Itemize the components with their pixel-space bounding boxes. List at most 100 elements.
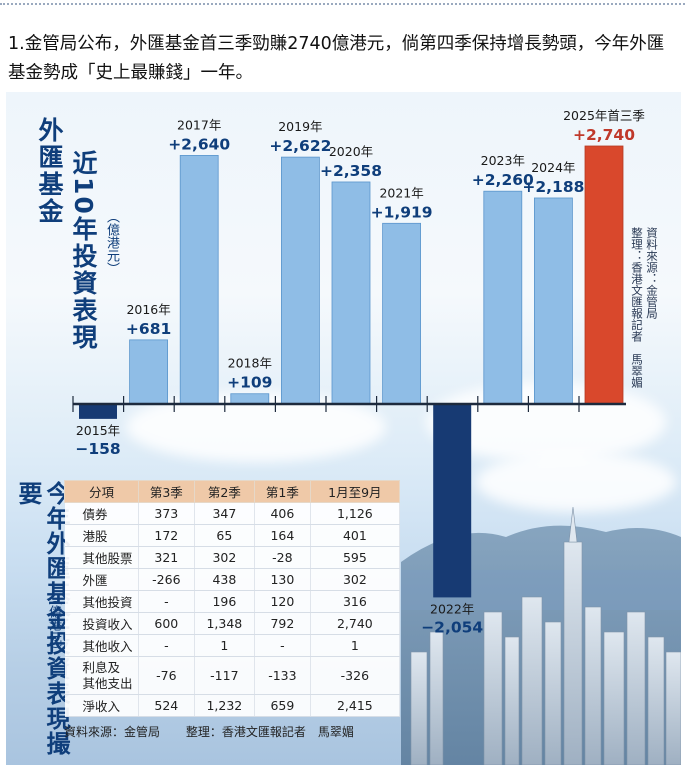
value-label-8: +2,260 <box>472 171 534 189</box>
table-row: 其他收入 -1-1 <box>64 634 401 657</box>
table-cell: 2,740 <box>310 612 401 635</box>
chart-unit: （億港元） <box>104 210 119 275</box>
table-row-label: 其他收入 <box>64 634 139 657</box>
bar-9 <box>534 197 573 405</box>
category-label-5: 2020年 <box>329 144 373 159</box>
table-footer: 資料來源：金管局 整理：香港文匯報記者 馬翠媚 <box>64 723 376 740</box>
table-cell: 1,126 <box>310 502 401 525</box>
table-cell: 373 <box>138 502 195 525</box>
table-cell: 302 <box>310 568 401 591</box>
bar-10 <box>584 145 624 405</box>
value-label-0: −158 <box>75 440 120 458</box>
chart-source-note: 資料來源：金管局 整理：香港文匯報記者 馬翠媚 <box>629 227 659 388</box>
table-cell: 130 <box>254 568 311 591</box>
value-label-3: +109 <box>227 374 272 392</box>
chart-source: 資料來源：金管局 <box>645 227 659 319</box>
table-row: 債券 373 347 406 1,126 <box>64 502 401 525</box>
cloud-decoration <box>476 452 676 512</box>
table-cell: 65 <box>194 524 256 547</box>
table-cell: 1 <box>194 634 256 657</box>
table-cell: 347 <box>194 502 256 525</box>
table-cell: 120 <box>254 590 311 613</box>
table-header-row: 分項 第3季 第2季 第1季 1月至9月 <box>64 480 401 503</box>
chart-editor: 整理：香港文匯報記者 馬翠媚 <box>630 227 644 388</box>
table-row: 外匯 -266 438 130 302 <box>64 568 401 591</box>
table-header-cell: 第3季 <box>138 480 195 503</box>
table-cell: 524 <box>138 694 195 717</box>
table-row: 其他投資 -196 120 316 <box>64 590 401 613</box>
category-label-2: 2017年 <box>177 117 221 132</box>
category-label-7: 2022年 <box>430 601 474 616</box>
table-cell: 164 <box>254 524 311 547</box>
table-cell: 595 <box>310 546 401 569</box>
category-label-4: 2019年 <box>278 119 322 134</box>
value-label-2: +2,640 <box>168 135 230 153</box>
table-row: 投資收入 600 1,348 792 2,740 <box>64 612 401 635</box>
table-cell: 438 <box>194 568 256 591</box>
category-label-9: 2024年 <box>531 160 575 175</box>
table-cell: -76 <box>138 656 195 695</box>
table-row: 其他股票 321 302 -28 595 <box>64 546 401 569</box>
bar-3 <box>230 393 270 405</box>
table-cell: -133 <box>254 656 311 695</box>
table-cell: 1,348 <box>194 612 256 635</box>
table-row: 利息及 其他支出 -76 -117 -133 -326 <box>64 656 401 695</box>
table-cell: - <box>138 634 195 657</box>
value-label-7: −2,054 <box>421 618 483 636</box>
value-label-1: +681 <box>126 320 171 338</box>
table-row-label: 利息及 其他支出 <box>64 656 139 695</box>
category-label-8: 2023年 <box>481 153 525 168</box>
table-cell: 321 <box>138 546 195 569</box>
bar-5 <box>331 181 371 405</box>
table-cell: -28 <box>254 546 311 569</box>
table-row-label: 淨收入 <box>64 694 139 717</box>
value-label-10: +2,740 <box>573 126 635 144</box>
table-cell: 302 <box>194 546 256 569</box>
value-label-6: +1,919 <box>371 203 433 221</box>
bar-1 <box>129 339 168 405</box>
value-label-9: +2,188 <box>522 178 584 196</box>
table-row-label: 外匯 <box>64 568 139 591</box>
table-header-cell: 分項 <box>64 480 139 503</box>
table-cell: 600 <box>138 612 195 635</box>
value-label-5: +2,358 <box>320 162 382 180</box>
table-cell: 1,232 <box>194 694 256 717</box>
article-caption: 1.金管局公布，外匯基金首三季勁賺2740億港元，倘第四季保持增長勢頭，今年外匯… <box>8 34 665 83</box>
footer-source: 資料來源：金管局 <box>64 725 161 739</box>
category-label-0: 2015年 <box>76 423 120 438</box>
value-label-4: +2,622 <box>269 137 331 155</box>
table-row: 港股 172 65 164 401 <box>64 524 401 547</box>
chart-title-main: 外匯基金 <box>35 117 64 225</box>
table-cell: -266 <box>138 568 195 591</box>
table-cell: 316 <box>310 590 401 613</box>
table-cell: 2,415 <box>310 694 401 717</box>
table-row-label: 港股 <box>64 524 139 547</box>
top-dotted-rule <box>0 3 685 5</box>
summary-table: 分項 第3季 第2季 第1季 1月至9月 債券 373 347 406 1,126 港股 172 65… <box>64 480 401 717</box>
table-header-cell: 第1季 <box>254 480 311 503</box>
category-label-3: 2018年 <box>228 356 272 371</box>
table-cell: 792 <box>254 612 311 635</box>
table-cell: - <box>138 590 195 613</box>
category-label-6: 2021年 <box>379 185 423 200</box>
table-header-cell: 1月至9月 <box>309 480 401 503</box>
table-cell: 1 <box>310 634 401 657</box>
table-row-label: 其他股票 <box>64 546 139 569</box>
table-cell: 401 <box>310 524 401 547</box>
table-cell: 196 <box>194 590 256 613</box>
bar-2 <box>179 155 219 405</box>
table-row-label: 其他投資 <box>64 590 139 613</box>
table-cell: - <box>254 634 311 657</box>
bar-0 <box>79 404 117 419</box>
bar-4 <box>280 156 320 405</box>
bar-8 <box>483 190 523 405</box>
table-cell: 172 <box>138 524 195 547</box>
table-row-label: 投資收入 <box>64 612 139 635</box>
footer-editor: 整理：香港文匯報記者 馬翠媚 <box>185 725 354 739</box>
chart-title-sub: 近10年投資表現 <box>69 150 98 351</box>
category-label-10: 2025年首三季 <box>563 108 645 123</box>
table-row-label: 債券 <box>64 502 139 525</box>
bar-chart: 2015年 −158 2016年 +681 2017年 +2,640 2018年 +109 20… <box>72 108 645 636</box>
bar-6 <box>382 222 422 405</box>
table-cell: 406 <box>254 502 311 525</box>
